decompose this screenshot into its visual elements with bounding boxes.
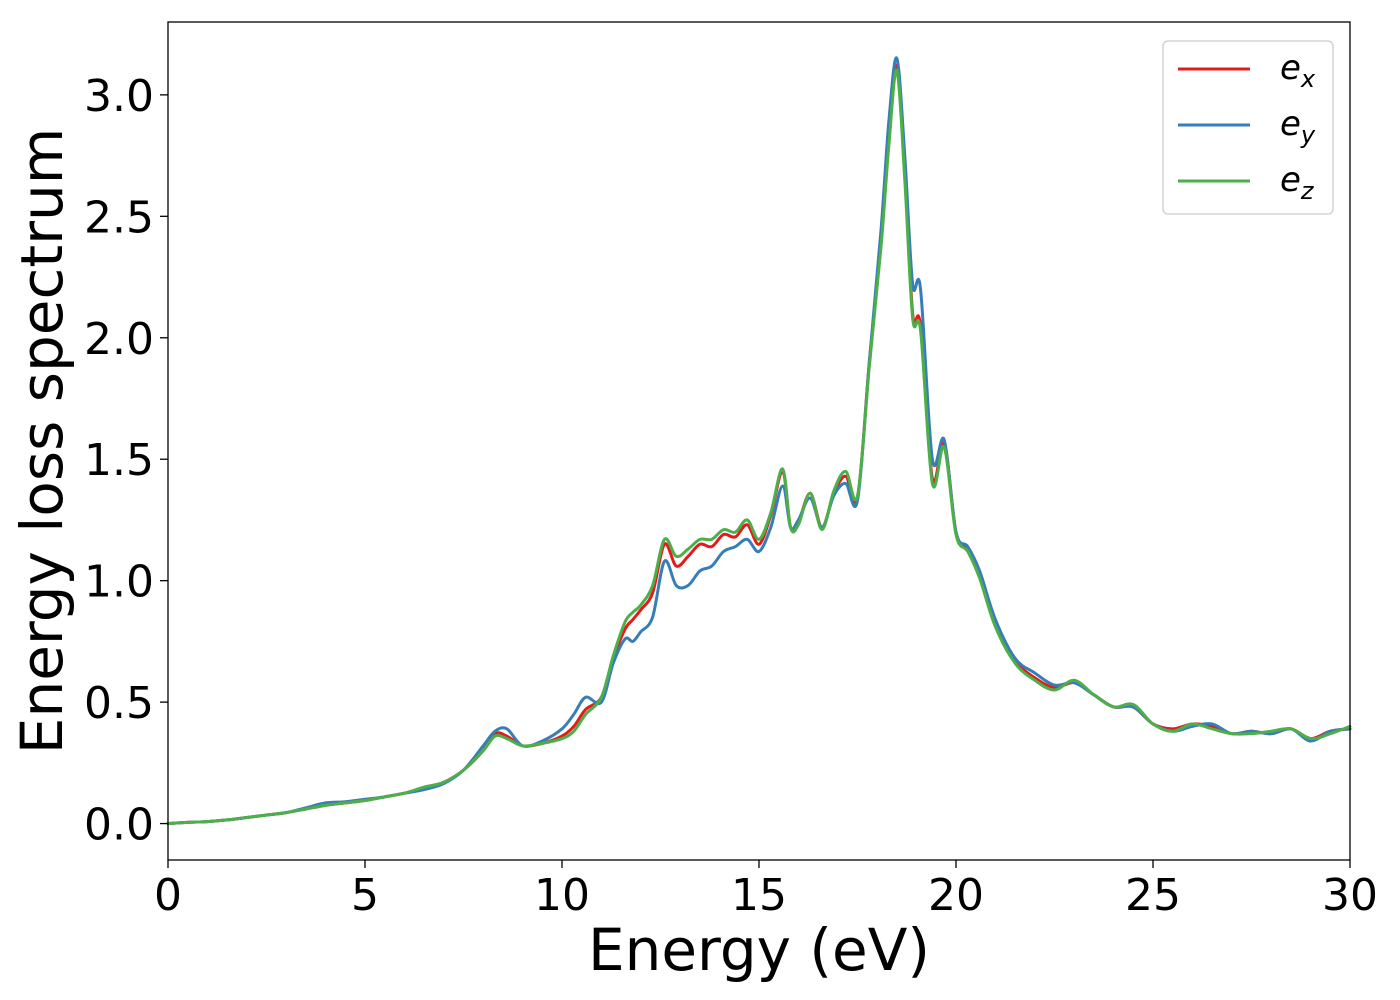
x-axis-ticks: 0 5 10 15 20 25 30 (154, 860, 1378, 921)
series-layer (166, 56, 1352, 826)
y-axis-title: Energy loss spectrum (8, 128, 76, 754)
y-tick-label: 1.5 (84, 435, 154, 486)
x-axis-title: Energy (eV) (588, 916, 930, 984)
series-line-e_z (166, 68, 1352, 826)
y-tick-label: 2.5 (84, 192, 154, 243)
y-axis-ticks: 0.0 0.5 1.0 1.5 2.0 2.5 3.0 (84, 71, 168, 851)
legend-label-e_x: ex (1280, 48, 1316, 93)
x-tick-label: 5 (351, 870, 379, 921)
y-tick-label: 0.0 (84, 800, 154, 851)
y-tick-label: 3.0 (84, 71, 154, 122)
x-tick-label: 0 (154, 870, 182, 921)
legend: ex ey ez (1162, 40, 1334, 215)
x-tick-label: 20 (928, 870, 984, 921)
x-tick-label: 15 (731, 870, 787, 921)
y-tick-label: 1.0 (84, 557, 154, 608)
legend-label-e_y: ey (1280, 104, 1316, 149)
legend-label-e_z: ez (1280, 160, 1315, 205)
legend-frame (1162, 40, 1334, 215)
x-tick-label: 10 (534, 870, 590, 921)
y-tick-label: 0.5 (84, 678, 154, 729)
y-tick-label: 2.0 (84, 314, 154, 365)
x-tick-label: 25 (1125, 870, 1181, 921)
x-tick-label: 30 (1322, 870, 1378, 921)
